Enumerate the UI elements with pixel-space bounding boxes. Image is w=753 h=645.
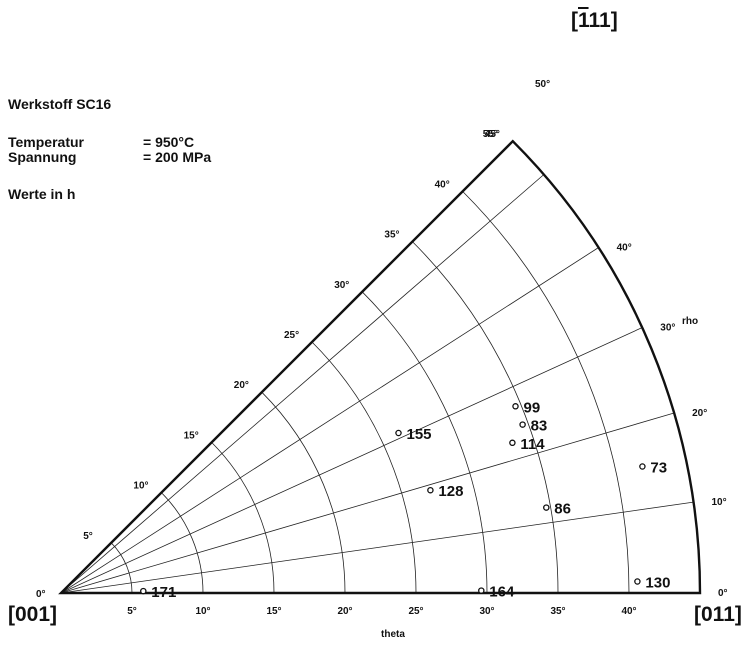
data-point-marker [478,587,485,594]
rho-edge-tick-label: 50° [535,79,550,90]
grid [60,174,694,594]
data-point-label: 128 [438,483,463,500]
data-point-label: 83 [531,418,548,435]
temperature-value: = 950°C [143,134,195,150]
corner-label-001: [001] [8,603,58,626]
rho-arc-tick-label: 30° [660,323,675,334]
rho-arc-tick-label: 0° [718,588,728,599]
data-point-label: 73 [650,460,667,477]
corner-label-011: [011] [694,603,742,626]
rho-gridline [60,327,643,594]
theta-tick-label: 35° [550,606,565,617]
theta-tick-label: 15° [266,606,281,617]
rho-arc-tick-label: 10° [712,497,727,508]
rho-gridline [60,412,675,594]
theta-tick-label: 20° [337,606,352,617]
data-point-marker [543,504,550,511]
corner-label-111: [111] [571,9,618,33]
theta-gridline [161,492,204,594]
theta-gridline [462,191,630,594]
theta-gridline [211,442,275,594]
stress-value: = 200 MPa [143,149,212,165]
corner-111-rest: 11] [588,9,618,32]
data-point-label: 114 [520,436,545,453]
theta-tick-label: 5° [127,606,137,617]
data-point-marker [512,403,519,410]
rho-edge-tick-label: 25° [284,330,299,341]
theta-tick-label: 25° [408,606,423,617]
data-point-marker [634,578,641,585]
theta-gridline [311,341,417,594]
theta-tick-label: 40° [621,606,636,617]
data-point-label: 164 [489,584,515,601]
y-axis-title: rho [682,316,698,327]
rho-gridline [60,247,599,594]
data-point-marker [519,421,526,428]
temperature-label: Temperatur [8,134,84,150]
material-title: Werkstoff SC16 [8,96,112,112]
units-note: Werte in h [8,186,76,202]
rho-edge-tick-label: 0° [36,589,46,600]
rho-edge-tick-label: 10° [133,481,148,492]
triangle-frame [58,139,702,595]
rho-edge-tick-label: 55° [483,129,498,140]
data-point-marker [639,463,646,470]
rho-gridline [60,174,545,594]
x-axis-title: theta [381,629,405,640]
rho-edge-tick-label: 35° [384,230,399,241]
theta-gridline [261,391,346,594]
rho-edge-tick-label: 5° [83,531,93,542]
rho-edge-tick-label: 30° [334,280,349,291]
triangle-outline [58,139,702,595]
data-point-label: 155 [407,426,432,443]
data-point-marker [140,587,147,595]
data-point-label: 86 [554,501,571,518]
data-point-label: 171 [151,584,176,601]
theta-gridline [412,241,559,594]
corner-111-open: [ [571,9,578,32]
tick-labels: 5° 10° 15° 20° 25° 30° 35° 40° 0° 5° 10° 15° 20° 25° 3… [36,79,728,617]
theta-tick-label: 30° [479,606,494,617]
rho-arc-tick-label: 40° [617,243,632,254]
rho-edge-tick-label: 45° [485,129,500,140]
data-point-marker [509,439,516,447]
rho-edge-tick-label: 15° [184,430,199,441]
rho-gridline [60,501,694,594]
corner-111-bar: 1 [578,9,589,32]
theta-tick-label: 10° [195,606,210,617]
rho-edge-tick-label: 20° [234,380,249,391]
data-point-label: 130 [645,575,670,592]
rho-edge-tick-label: 40° [435,179,450,190]
data-point-label: 99 [524,399,541,416]
data-point-marker [427,486,434,494]
data-point-marker [395,429,402,437]
theta-gridline [361,291,488,594]
rho-arc-tick-label: 20° [692,408,707,419]
stress-label: Spannung [8,149,77,165]
